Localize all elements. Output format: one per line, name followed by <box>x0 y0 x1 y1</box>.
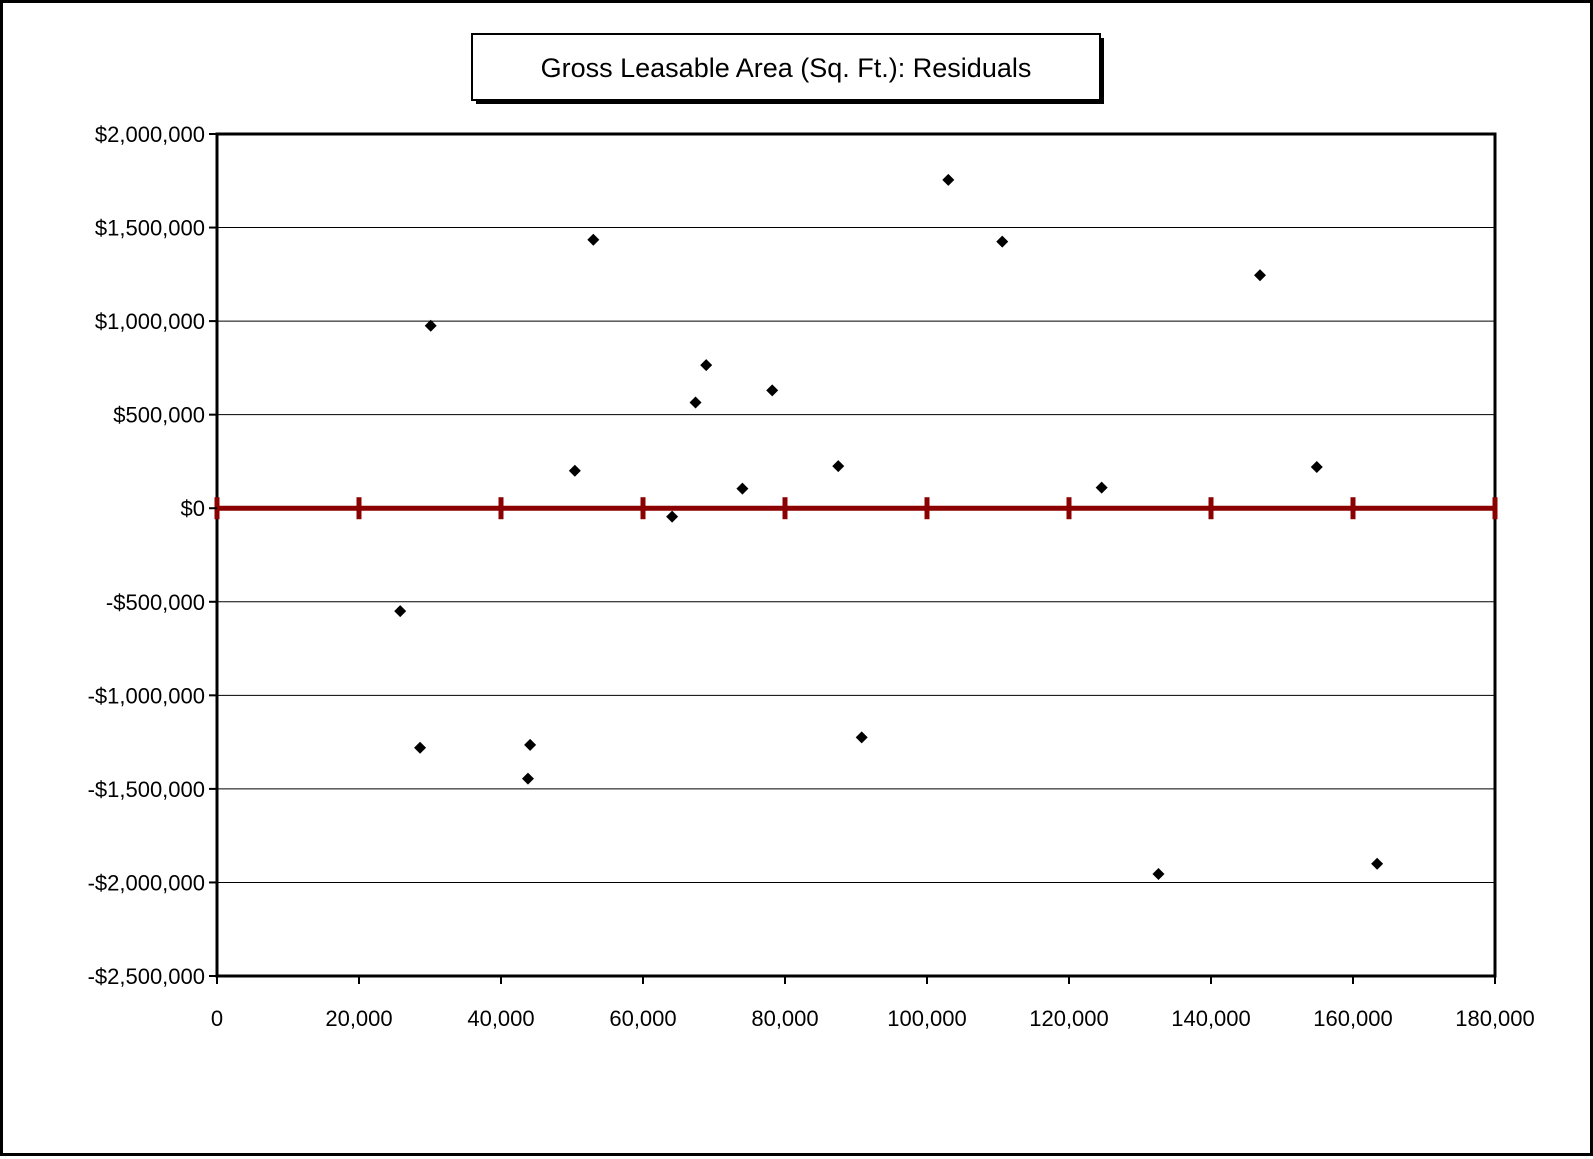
data-point <box>1253 269 1266 282</box>
data-point <box>832 460 845 473</box>
chart-title-box: Gross Leasable Area (Sq. Ft.): Residuals <box>471 33 1104 104</box>
x-tick-label: 0 <box>211 1006 223 1031</box>
y-tick-label: $500,000 <box>113 403 205 428</box>
x-tick-label: 40,000 <box>467 1006 534 1031</box>
data-point <box>666 510 679 523</box>
x-tick-label: 60,000 <box>609 1006 676 1031</box>
y-tick-label: -$1,500,000 <box>88 777 205 802</box>
data-point <box>855 731 868 744</box>
data-point <box>1095 481 1108 494</box>
residual-scatter-chart: $2,000,000 $1,500,000 $1,000,000 $500,000 $0… <box>88 33 1535 1031</box>
x-tick-label: 80,000 <box>751 1006 818 1031</box>
data-point <box>424 319 437 332</box>
data-point <box>1152 868 1165 881</box>
y-tick-label: -$1,000,000 <box>88 683 205 708</box>
y-axis-ticks: $2,000,000 $1,500,000 $1,000,000 $500,000 $0… <box>88 122 217 989</box>
data-point <box>700 359 713 372</box>
data-points <box>394 173 1384 881</box>
zero-reference-line <box>214 497 1498 520</box>
x-tick-label: 180,000 <box>1455 1006 1535 1031</box>
y-tick-label: -$2,500,000 <box>88 964 205 989</box>
data-point <box>587 233 600 246</box>
data-point <box>568 464 581 477</box>
x-tick-label: 140,000 <box>1171 1006 1251 1031</box>
data-point <box>414 741 427 754</box>
data-point <box>942 173 955 186</box>
data-point <box>689 396 702 409</box>
plot-area <box>215 132 1497 978</box>
data-point <box>394 605 407 618</box>
x-tick-label: 100,000 <box>887 1006 967 1031</box>
gridlines <box>217 227 1495 883</box>
data-point <box>524 738 537 751</box>
data-point <box>1371 857 1384 870</box>
data-point <box>766 384 779 397</box>
chart-title: Gross Leasable Area (Sq. Ft.): Residuals <box>541 53 1032 83</box>
y-tick-label: $1,500,000 <box>95 216 205 241</box>
data-point <box>521 772 534 785</box>
y-tick-label: -$500,000 <box>106 590 205 615</box>
data-point <box>996 235 1009 248</box>
x-tick-label: 20,000 <box>325 1006 392 1031</box>
x-axis-ticks: 0 20,000 40,000 60,000 80,000 100,000 120,000 1… <box>211 976 1535 1031</box>
data-point <box>736 482 749 495</box>
y-tick-label: $2,000,000 <box>95 122 205 147</box>
x-tick-label: 160,000 <box>1313 1006 1393 1031</box>
data-point <box>1310 461 1323 474</box>
y-tick-label: -$2,000,000 <box>88 870 205 895</box>
x-tick-label: 120,000 <box>1029 1006 1109 1031</box>
y-tick-label: $1,000,000 <box>95 309 205 334</box>
y-tick-label: $0 <box>181 496 205 521</box>
